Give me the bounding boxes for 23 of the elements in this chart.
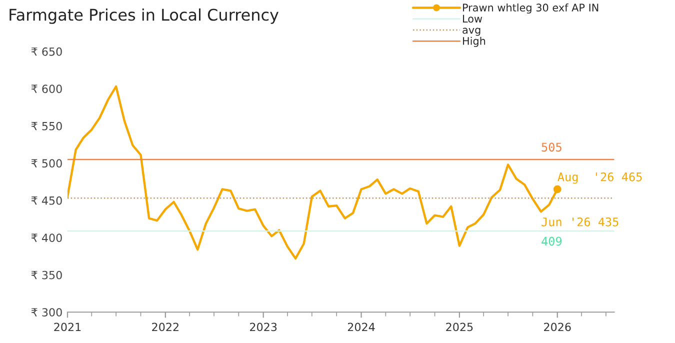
legend-label: avg — [462, 28, 480, 36]
y-tick-label: ₹ 400 — [31, 234, 62, 242]
x-tick-label: 2025 — [446, 322, 473, 332]
annotation: Jun '26 435 — [542, 217, 618, 226]
y-tick-label: ₹ 600 — [31, 84, 62, 94]
annotation: Aug '26 465 — [558, 172, 642, 184]
x-tick-label: 2021 — [54, 322, 81, 332]
annotation: 505 — [542, 142, 562, 152]
legend-label: Low — [463, 14, 482, 23]
y-tick-label: ₹ 450 — [31, 196, 62, 205]
x-tick-label: 2022 — [152, 322, 178, 332]
y-tick-label: ₹ 300 — [31, 308, 62, 317]
legend-label: Prawn whtleg 30 exf AP IN — [463, 3, 598, 14]
y-tick-label: ₹ 500 — [31, 159, 62, 168]
x-tick-label: 2024 — [348, 322, 375, 332]
y-tick-label: ₹ 550 — [31, 122, 62, 130]
x-tick-label: 2026 — [544, 322, 571, 332]
chart-title: Farmgate Prices in Local Currency — [10, 8, 279, 24]
y-tick-label: ₹ 350 — [31, 270, 62, 280]
legend-label: High — [463, 36, 486, 47]
annotation: 409 — [542, 236, 562, 246]
x-tick-label: 2023 — [250, 322, 277, 332]
y-tick-label: ₹ 650 — [31, 47, 62, 56]
